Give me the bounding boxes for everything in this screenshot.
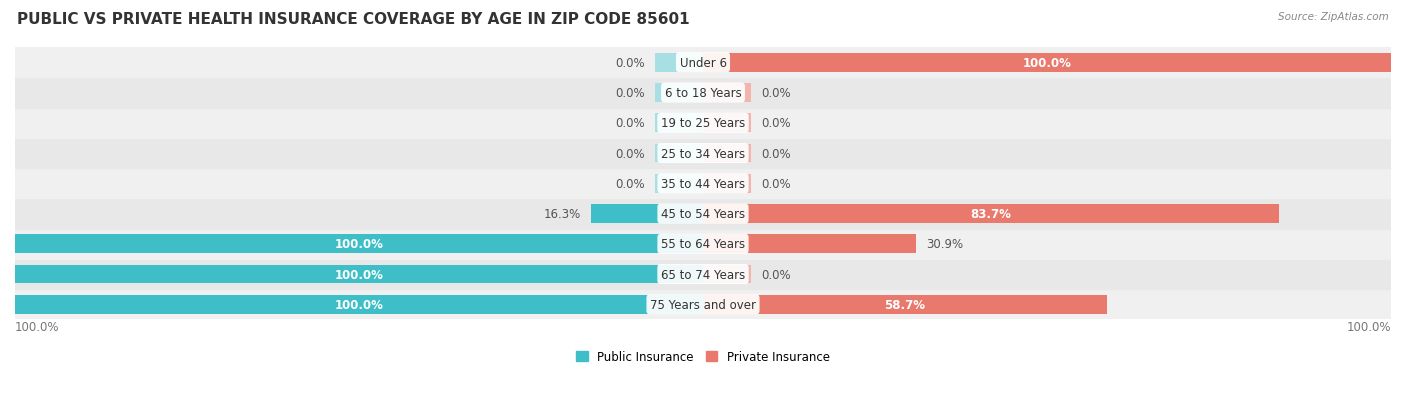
Bar xyxy=(703,235,915,254)
Text: PUBLIC VS PRIVATE HEALTH INSURANCE COVERAGE BY AGE IN ZIP CODE 85601: PUBLIC VS PRIVATE HEALTH INSURANCE COVER… xyxy=(17,12,689,27)
Text: 35 to 44 Years: 35 to 44 Years xyxy=(661,177,745,190)
Bar xyxy=(655,54,703,72)
Legend: Public Insurance, Private Insurance: Public Insurance, Private Insurance xyxy=(571,346,835,368)
Text: 6 to 18 Years: 6 to 18 Years xyxy=(665,87,741,100)
Text: 83.7%: 83.7% xyxy=(970,208,1011,221)
Text: 0.0%: 0.0% xyxy=(614,57,644,69)
Text: 0.0%: 0.0% xyxy=(762,87,792,100)
Text: 19 to 25 Years: 19 to 25 Years xyxy=(661,117,745,130)
Bar xyxy=(655,84,703,103)
Bar xyxy=(15,48,1391,78)
Bar xyxy=(15,290,1391,320)
Bar xyxy=(655,174,703,193)
Bar xyxy=(703,205,1279,223)
Text: 100.0%: 100.0% xyxy=(335,268,384,281)
Text: 75 Years and over: 75 Years and over xyxy=(650,298,756,311)
Bar xyxy=(655,114,703,133)
Text: 25 to 34 Years: 25 to 34 Years xyxy=(661,147,745,160)
Text: Under 6: Under 6 xyxy=(679,57,727,69)
Text: 55 to 64 Years: 55 to 64 Years xyxy=(661,238,745,251)
Bar xyxy=(15,108,1391,138)
Bar xyxy=(703,144,751,163)
Text: 100.0%: 100.0% xyxy=(1347,320,1391,333)
Bar xyxy=(15,265,703,284)
Bar xyxy=(703,295,1107,314)
Bar xyxy=(703,114,751,133)
Bar xyxy=(15,295,703,314)
Text: 0.0%: 0.0% xyxy=(762,117,792,130)
Bar xyxy=(15,235,703,254)
Text: 100.0%: 100.0% xyxy=(15,320,59,333)
Text: 0.0%: 0.0% xyxy=(762,268,792,281)
Text: 0.0%: 0.0% xyxy=(614,177,644,190)
Text: 45 to 54 Years: 45 to 54 Years xyxy=(661,208,745,221)
Text: 0.0%: 0.0% xyxy=(762,147,792,160)
Bar xyxy=(15,78,1391,108)
Text: 58.7%: 58.7% xyxy=(884,298,925,311)
Text: 0.0%: 0.0% xyxy=(614,147,644,160)
Text: 100.0%: 100.0% xyxy=(335,298,384,311)
Bar xyxy=(703,54,1391,72)
Bar xyxy=(703,174,751,193)
Text: 0.0%: 0.0% xyxy=(614,87,644,100)
Bar xyxy=(15,199,1391,229)
Bar xyxy=(15,138,1391,169)
Text: 0.0%: 0.0% xyxy=(614,117,644,130)
Bar xyxy=(15,169,1391,199)
Bar xyxy=(591,205,703,223)
Text: 100.0%: 100.0% xyxy=(335,238,384,251)
Bar xyxy=(703,265,751,284)
Text: Source: ZipAtlas.com: Source: ZipAtlas.com xyxy=(1278,12,1389,22)
Bar xyxy=(15,259,1391,290)
Bar xyxy=(15,229,1391,259)
Text: 30.9%: 30.9% xyxy=(927,238,963,251)
Text: 16.3%: 16.3% xyxy=(543,208,581,221)
Text: 0.0%: 0.0% xyxy=(762,177,792,190)
Bar xyxy=(655,144,703,163)
Bar xyxy=(703,84,751,103)
Text: 100.0%: 100.0% xyxy=(1022,57,1071,69)
Text: 65 to 74 Years: 65 to 74 Years xyxy=(661,268,745,281)
